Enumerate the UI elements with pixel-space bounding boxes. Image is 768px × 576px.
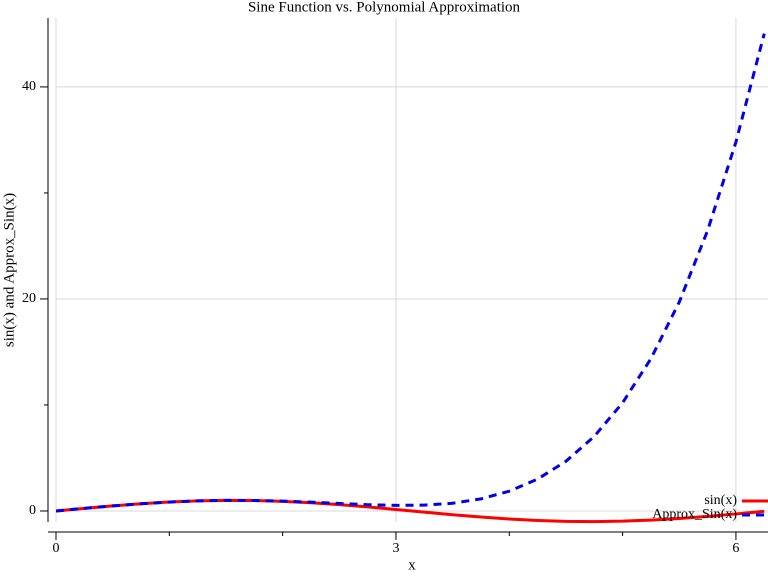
x-tick-label: 0 xyxy=(53,541,60,556)
legend-label: sin(x) xyxy=(704,493,737,508)
x-tick-label: 3 xyxy=(392,541,399,556)
y-tick-label: 0 xyxy=(29,503,36,518)
y-tick-label: 20 xyxy=(22,291,36,306)
y-axis-label: sin(x) and Approx_Sin(x) xyxy=(1,193,17,347)
x-axis-label: x xyxy=(408,557,416,573)
series-line xyxy=(56,33,766,513)
x-tick-label: 6 xyxy=(732,541,739,556)
legend-label: Approx_Sin(x) xyxy=(652,507,737,522)
chart-title: Sine Function vs. Polynomial Approximati… xyxy=(248,0,521,15)
y-tick-label: 40 xyxy=(22,79,36,94)
